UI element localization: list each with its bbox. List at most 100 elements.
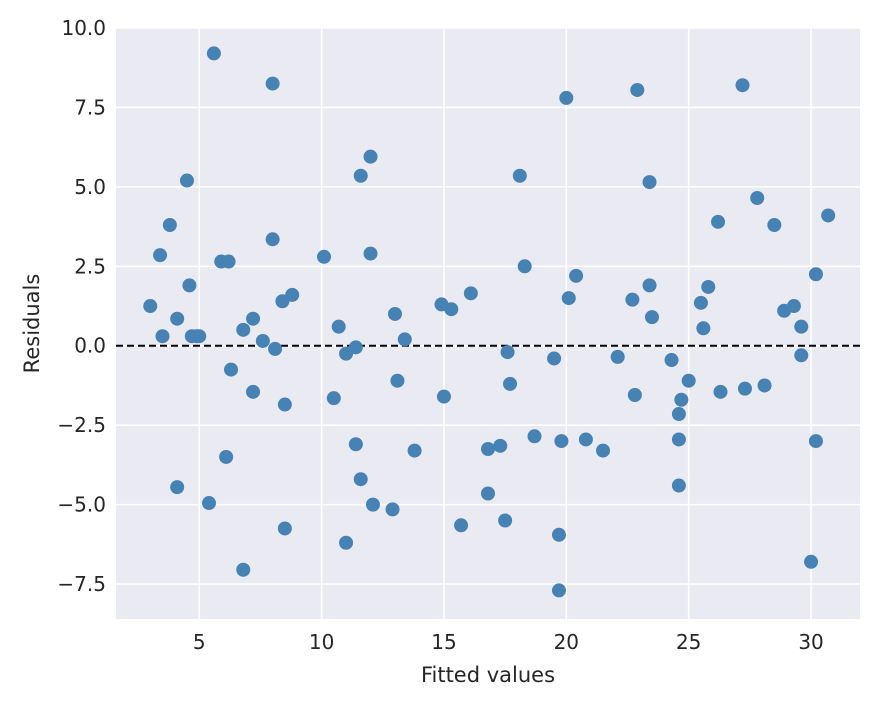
data-point [285,287,300,302]
x-tick-label: 30 [798,630,823,654]
grid-lines [116,27,860,619]
data-point [711,214,726,229]
data-point [713,384,728,399]
data-point [348,340,363,355]
data-point [547,351,562,366]
data-point [804,554,819,569]
data-point [265,76,280,91]
y-tick-label: 5.0 [74,175,106,199]
data-point [808,267,823,282]
data-point [162,218,177,232]
data-point [153,248,168,263]
data-point [277,397,292,412]
y-tick-label: −7.5 [57,572,106,596]
data-point [559,90,574,105]
data-point [463,286,478,301]
data-point [551,527,566,542]
x-tick-label: 10 [309,630,334,654]
data-point [596,443,611,458]
data-point [642,175,657,190]
data-point [642,278,657,293]
data-point [363,246,378,261]
data-point [757,378,772,393]
data-point [512,168,527,183]
data-point [821,208,836,223]
y-tick-label: 10.0 [61,16,106,40]
data-point [339,535,354,550]
data-point [527,429,542,444]
data-point [388,306,402,321]
x-tick-label: 15 [431,630,456,654]
x-tick-label: 25 [676,630,701,654]
data-point [363,149,378,164]
data-point [671,407,686,422]
data-point [481,486,495,501]
y-axis-label: Residuals [20,274,44,374]
data-point [693,295,708,310]
data-point [236,562,251,577]
data-point [170,311,185,326]
data-point [444,302,459,317]
data-point [182,278,197,293]
plot-background [116,28,860,619]
data-point [681,373,696,388]
data-point [627,387,642,402]
data-point [143,299,158,314]
x-tick-labels: 5 10 15 20 25 30 [193,630,824,654]
data-point [561,291,576,306]
data-point [277,521,292,536]
data-point [735,78,750,93]
data-point [696,321,711,336]
data-point [353,472,368,487]
data-point [219,449,234,464]
y-tick-label: −5.0 [57,493,106,517]
data-point [664,353,679,368]
data-point [671,432,686,447]
data-point [397,332,412,347]
data-point [517,259,532,274]
data-point [221,254,236,269]
data-point [390,373,405,388]
data-point [794,319,809,334]
x-axis-label: Fitted values [421,663,555,687]
data-point [365,497,380,512]
data-point [385,502,400,517]
data-point [192,329,207,344]
data-point [503,376,518,391]
data-point [317,249,332,264]
data-point [265,232,280,247]
data-point [170,480,185,495]
data-point [155,329,170,344]
data-point [500,345,515,360]
data-point [246,311,261,326]
data-point [767,218,782,232]
data-point [644,310,659,325]
data-points [143,46,836,598]
data-point [794,348,809,363]
data-point [737,381,752,396]
x-tick-label: 5 [193,630,206,654]
data-point [179,173,194,188]
data-point [326,391,341,406]
data-point [268,341,283,356]
data-point [630,82,645,97]
data-point [436,389,451,404]
data-point [202,496,216,511]
data-point [255,333,270,348]
data-point [578,432,593,447]
data-point [348,437,363,452]
data-point [353,168,368,183]
y-tick-label: −2.5 [57,413,106,437]
data-point [331,319,346,334]
data-point [671,478,686,493]
data-point [554,434,569,449]
data-point [551,583,566,598]
data-point [808,434,823,449]
y-tick-labels: −7.5 −5.0 −2.5 0.0 2.5 5.0 7.5 10.0 [57,16,106,596]
data-point [625,292,640,307]
data-point [407,443,422,458]
x-tick-label: 20 [554,630,579,654]
y-tick-label: 2.5 [74,254,106,278]
data-point [610,349,625,364]
